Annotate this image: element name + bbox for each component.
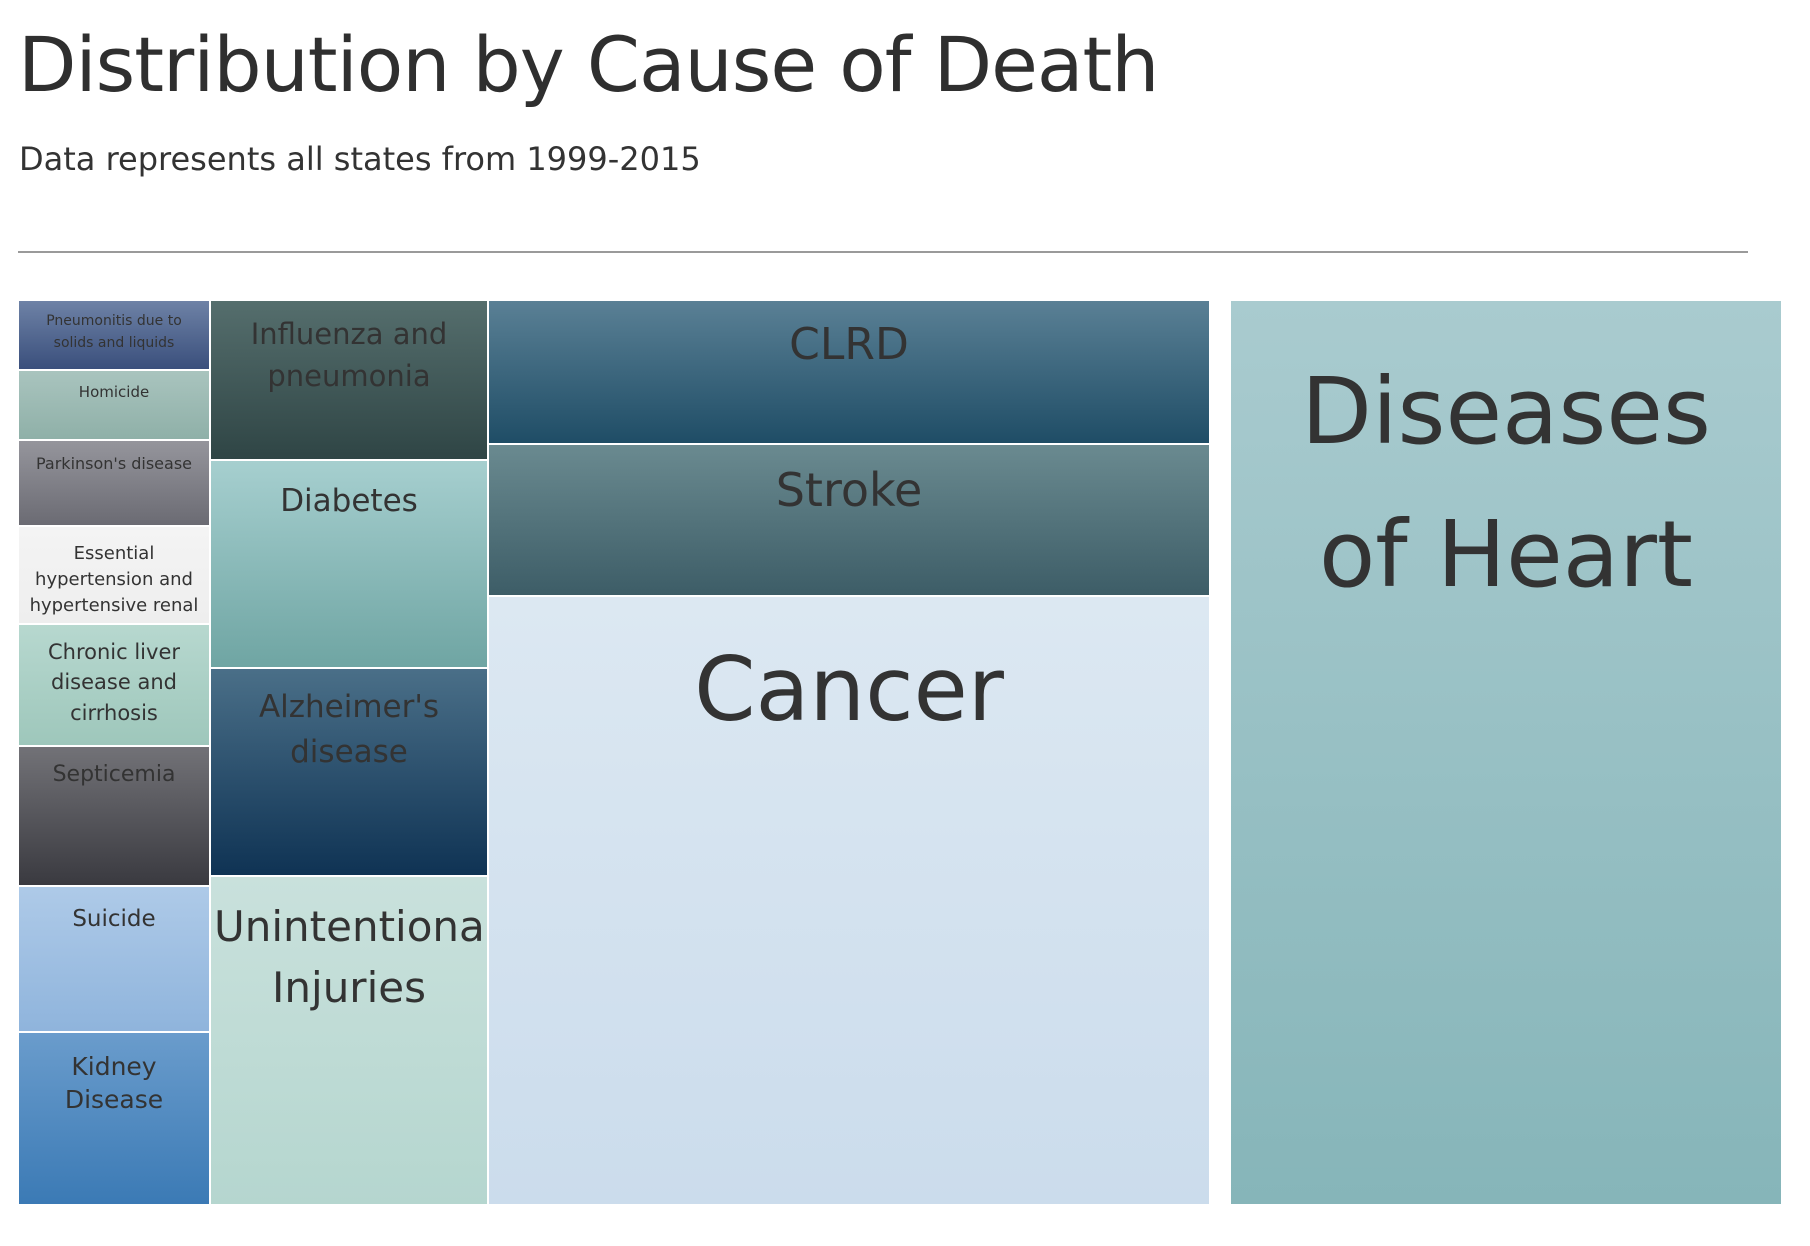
tile-influenza-and-pneumonia[interactable]: Influenza and pneumonia xyxy=(210,300,488,460)
treemap-chart: Diseases of Heart Cancer Stroke CLRD Uninten… xyxy=(18,300,1782,1205)
tile-label: Alzheimer's disease xyxy=(258,689,440,770)
tile-cancer[interactable]: Cancer xyxy=(488,596,1210,1205)
tile-suicide[interactable]: Suicide xyxy=(18,886,210,1032)
tile-septicemia[interactable]: Septicemia xyxy=(18,746,210,886)
tile-label: Septicemia xyxy=(52,762,176,787)
tile-label: Influenza and pneumonia xyxy=(250,317,448,394)
tile-label: Essential hypertension and hypertensive … xyxy=(29,543,199,617)
tile-label: Kidney Disease xyxy=(64,1052,164,1114)
tile-label: Homicide xyxy=(78,383,150,401)
tile-stroke[interactable]: Stroke xyxy=(488,444,1210,596)
tile-alzheimers-disease[interactable]: Alzheimer's disease xyxy=(210,668,488,876)
tile-label: Suicide xyxy=(72,906,156,932)
tile-label: Parkinson's disease xyxy=(35,454,192,473)
tile-diseases-of-heart[interactable]: Diseases of Heart xyxy=(1230,300,1782,1205)
title-divider xyxy=(18,251,1748,253)
tile-label: CLRD xyxy=(789,319,909,370)
tile-label: Chronic liver disease and cirrhosis xyxy=(47,640,180,725)
tile-label: Pneumonitis due to solids and liquids xyxy=(46,313,182,351)
tile-homicide[interactable]: Homicide xyxy=(18,370,210,440)
tile-kidney-disease[interactable]: Kidney Disease xyxy=(18,1032,210,1205)
tile-label: Diseases of Heart xyxy=(1301,358,1711,608)
tile-label: Stroke xyxy=(775,463,923,517)
tile-unintentional-injuries[interactable]: Unintentional Injuries xyxy=(210,876,488,1205)
tile-diabetes[interactable]: Diabetes xyxy=(210,460,488,668)
tile-essential-hypertension[interactable]: Essential hypertension and hypertensive … xyxy=(18,526,210,624)
tile-label: Diabetes xyxy=(280,483,418,519)
tile-chronic-liver-disease[interactable]: Chronic liver disease and cirrhosis xyxy=(18,624,210,746)
page-subtitle: Data represents all states from 1999-201… xyxy=(19,140,701,178)
tile-clrd[interactable]: CLRD xyxy=(488,300,1210,444)
page-title: Distribution by Cause of Death xyxy=(18,20,1159,109)
tile-pneumonitis[interactable]: Pneumonitis due to solids and liquids xyxy=(18,300,210,370)
tile-parkinsons-disease[interactable]: Parkinson's disease xyxy=(18,440,210,526)
tile-label: Cancer xyxy=(694,638,1004,741)
tile-label: Unintentional Injuries xyxy=(214,902,488,1012)
